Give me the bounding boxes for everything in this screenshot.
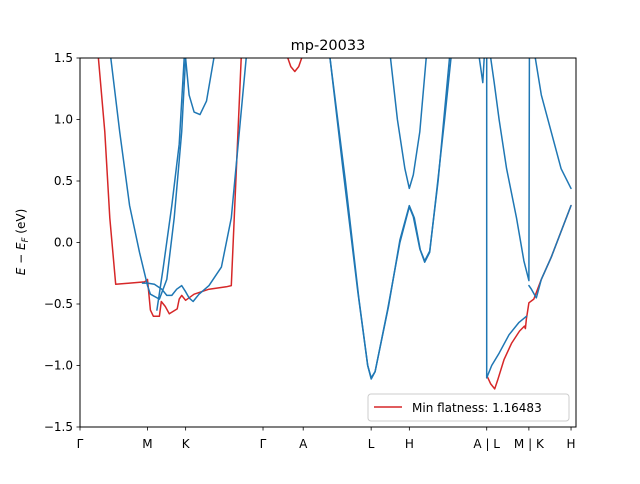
axis-ticks: −1.5 −1.0 −0.5 0.0 0.5 1.0 1.5 Γ M K Γ A L H A | L M | … <box>44 51 576 451</box>
band-line <box>110 58 187 300</box>
legend-label: Min flatness: 1.16483 <box>412 401 542 415</box>
y-axis-label-main: E − E <box>14 242 28 275</box>
min-flatness-band-line <box>485 204 572 390</box>
x-tick-label: M | K <box>514 437 545 451</box>
band-line <box>389 58 427 190</box>
y-axis-label-sub: F <box>21 237 31 242</box>
band-line <box>534 58 572 190</box>
x-tick-label: Γ <box>77 437 84 451</box>
y-axis-label-unit: (eV) <box>14 209 28 238</box>
band-line <box>489 58 531 282</box>
y-tick-label: −1.5 <box>44 420 73 434</box>
x-tick-label: M <box>142 437 152 451</box>
y-tick-label: 0.0 <box>54 236 73 250</box>
x-tick-label: Γ <box>260 437 267 451</box>
band-line <box>478 58 485 84</box>
y-tick-label: 1.0 <box>54 113 73 127</box>
y-axis-label: E − EF (eV) <box>14 209 31 276</box>
band-line <box>329 58 451 380</box>
band-line <box>141 58 247 303</box>
plot-frame <box>79 57 577 428</box>
legend-box <box>367 393 570 422</box>
y-tick-label: −1.0 <box>44 359 73 373</box>
band-lines <box>97 58 572 390</box>
min-flatness-band-line <box>287 58 303 73</box>
x-tick-label: A | L <box>473 437 500 451</box>
x-tick-label: H <box>405 437 414 451</box>
band-line <box>485 315 528 379</box>
min-flatness-band-line <box>97 58 242 318</box>
band-line <box>156 58 185 311</box>
x-tick-label: L <box>368 437 375 451</box>
y-tick-label: 0.5 <box>54 174 73 188</box>
x-tick-label: A <box>299 437 308 451</box>
x-tick-label: H <box>567 437 576 451</box>
y-tick-label: 1.5 <box>54 51 73 65</box>
band-line <box>528 204 572 299</box>
legend: Min flatness: 1.16483 <box>367 393 570 422</box>
x-tick-label: K <box>182 437 191 451</box>
y-tick-label: −0.5 <box>44 297 73 311</box>
chart-title: mp-20033 <box>291 38 366 54</box>
band-line <box>184 58 215 116</box>
